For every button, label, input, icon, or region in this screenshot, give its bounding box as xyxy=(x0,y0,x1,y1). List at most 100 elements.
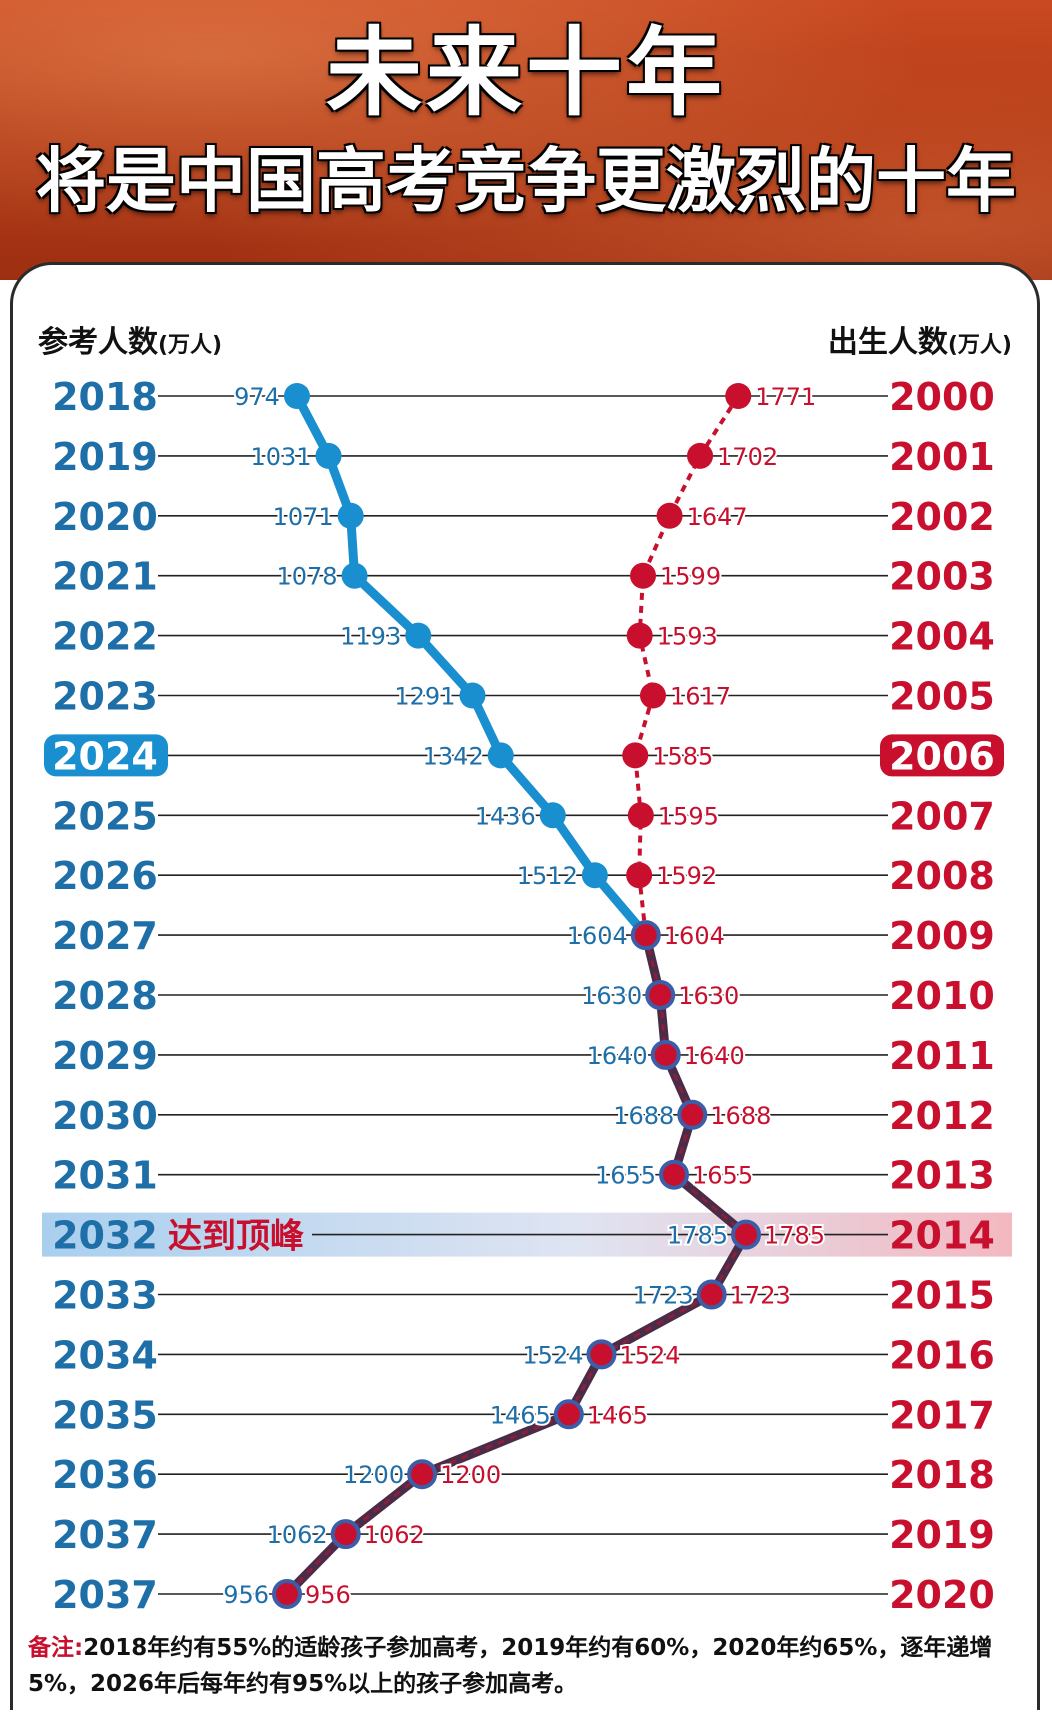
exam-year-tick: 2027 xyxy=(52,914,158,958)
footnote: 备注:2018年约有55%的适龄孩子参加高考，2019年约有60%，2020年约… xyxy=(28,1630,1038,1702)
exam-value-label: 1031 xyxy=(250,443,311,471)
left-axis-label: 参考人数(万人) xyxy=(38,325,222,360)
peak-label: 达到顶峰 xyxy=(168,1217,304,1257)
exam-series-line xyxy=(292,393,650,939)
merged-point xyxy=(677,1099,708,1130)
birth-value-label: 1655 xyxy=(692,1162,753,1190)
exam-value-label: 1071 xyxy=(273,503,334,531)
birth-year-tick: 2007 xyxy=(889,794,995,838)
birth-value-label: 1647 xyxy=(687,503,748,531)
left-axis-unit: (万人) xyxy=(158,333,222,358)
birth-value-label: 1592 xyxy=(656,862,717,890)
title-banner xyxy=(0,0,1052,280)
merged-point xyxy=(630,920,661,951)
birth-value-label: 1585 xyxy=(652,742,713,770)
birth-value-label: 956 xyxy=(305,1581,351,1609)
birth-value-label: 1723 xyxy=(730,1282,791,1310)
footnote-text: 2018年约有55%的适龄孩子参加高考，2019年约有60%，2020年约65%… xyxy=(28,1635,993,1697)
birth-year-tick: 2020 xyxy=(889,1573,995,1617)
exam-value-label: 1524 xyxy=(522,1341,583,1369)
exam-value-label: 1062 xyxy=(267,1521,328,1549)
exam-year-tick: 2034 xyxy=(52,1333,158,1377)
exam-year-tick: 2035 xyxy=(52,1393,158,1437)
birth-point xyxy=(725,383,752,409)
birth-value-label: 1630 xyxy=(678,982,739,1010)
exam-value-label: 1688 xyxy=(613,1102,674,1130)
main-title: 未来十年 xyxy=(326,17,726,129)
birth-year-tick: 2018 xyxy=(889,1453,995,1497)
exam-value-label: 1723 xyxy=(633,1282,694,1310)
exam-point xyxy=(341,562,368,589)
birth-value-label: 1604 xyxy=(664,922,725,950)
right-axis-label: 出生人数(万人) xyxy=(828,325,1012,360)
highlight-year-pill xyxy=(44,734,168,777)
highlight-birth-year-pill xyxy=(880,734,1004,777)
exam-point xyxy=(487,742,514,769)
exam-year-tick: 2028 xyxy=(52,974,158,1018)
exam-year-tick: 2018 xyxy=(52,375,158,419)
chart-panel xyxy=(10,262,1040,1710)
birth-value-label: 1200 xyxy=(440,1461,501,1489)
exam-year-tick: 2032 xyxy=(52,1214,158,1258)
exam-year-tick: 2030 xyxy=(52,1094,158,1138)
exam-value-label: 1655 xyxy=(595,1162,656,1190)
exam-value-label: 1465 xyxy=(490,1401,551,1429)
birth-series-line xyxy=(633,394,740,936)
merged-series-line xyxy=(283,934,751,1598)
exam-point xyxy=(283,383,310,409)
exam-value-label: 1640 xyxy=(587,1042,648,1070)
merged-point xyxy=(696,1279,727,1310)
exam-value-label: 974 xyxy=(234,383,280,411)
birth-year-tick: 2009 xyxy=(889,914,995,958)
exam-value-label: 1291 xyxy=(394,683,455,711)
birth-point xyxy=(626,862,653,889)
right-axis-label-text: 出生人数 xyxy=(828,325,949,360)
birth-point xyxy=(656,502,683,529)
exam-point xyxy=(337,502,364,529)
birth-year-tick: 2002 xyxy=(889,495,995,539)
footnote-label: 备注: xyxy=(28,1635,84,1661)
birth-point xyxy=(639,682,666,709)
merged-point xyxy=(586,1339,617,1370)
birth-value-label: 1599 xyxy=(660,563,721,591)
exam-year-tick: 2019 xyxy=(52,435,158,479)
merged-point xyxy=(731,1219,761,1250)
banner-glow xyxy=(0,0,1052,280)
sub-title: 将是中国高考竞争更激烈的十年 xyxy=(36,140,1016,222)
merged-point xyxy=(272,1579,302,1609)
exam-year-tick: 2022 xyxy=(52,615,158,659)
exam-point xyxy=(405,622,432,649)
exam-year-tick: 2031 xyxy=(52,1154,158,1198)
exam-year-tick: 2037 xyxy=(52,1513,158,1557)
exam-year-tick: 2029 xyxy=(52,1034,158,1078)
exam-year-tick: 2036 xyxy=(52,1453,158,1497)
birth-year-tick: 2008 xyxy=(889,854,995,898)
exam-value-label: 1193 xyxy=(340,623,401,651)
exam-year-tick: 2024 xyxy=(52,734,158,778)
birth-year-tick: 2013 xyxy=(889,1154,995,1198)
birth-value-label: 1688 xyxy=(710,1102,771,1130)
birth-value-label: 1595 xyxy=(658,802,719,830)
birth-value-label: 1062 xyxy=(364,1521,425,1549)
merged-point xyxy=(645,980,676,1010)
birth-value-label: 1785 xyxy=(764,1222,825,1250)
exam-point xyxy=(315,442,342,469)
merged-point xyxy=(553,1399,584,1430)
merged-point xyxy=(407,1459,438,1490)
merged-series-dash xyxy=(285,934,748,1596)
exam-point xyxy=(459,682,486,709)
birth-year-tick: 2001 xyxy=(889,435,995,479)
birth-value-label: 1640 xyxy=(684,1042,745,1070)
exam-value-label: 1436 xyxy=(475,802,536,830)
birth-year-tick: 2006 xyxy=(889,734,995,778)
birth-point xyxy=(630,562,657,589)
birth-point xyxy=(687,442,714,469)
exam-value-label: 1512 xyxy=(517,862,578,890)
birth-year-tick: 2010 xyxy=(889,974,995,1018)
exam-value-label: 956 xyxy=(223,1581,269,1609)
exam-value-label: 1630 xyxy=(581,982,642,1010)
birth-value-label: 1702 xyxy=(717,443,778,471)
exam-point xyxy=(581,862,608,889)
exam-year-tick: 2020 xyxy=(52,495,158,539)
